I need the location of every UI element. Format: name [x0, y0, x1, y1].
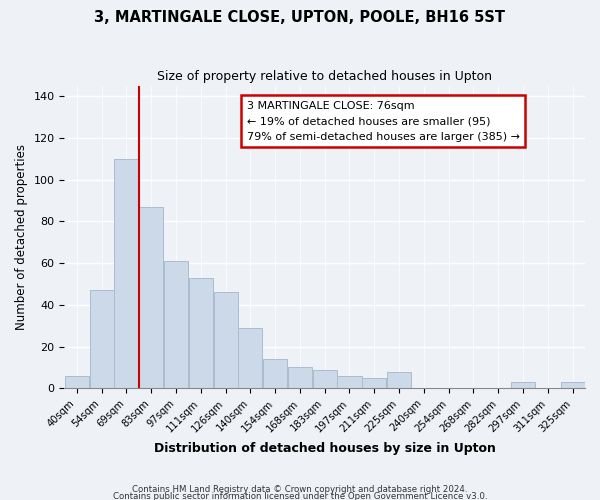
Bar	[387, 372, 411, 388]
Bar	[337, 376, 362, 388]
Bar	[164, 261, 188, 388]
Bar	[189, 278, 213, 388]
Bar	[288, 368, 312, 388]
Bar	[263, 359, 287, 388]
Bar	[560, 382, 584, 388]
Text: 3 MARTINGALE CLOSE: 76sqm
← 19% of detached houses are smaller (95)
79% of semi-: 3 MARTINGALE CLOSE: 76sqm ← 19% of detac…	[247, 100, 520, 142]
Bar	[238, 328, 262, 388]
Text: 3, MARTINGALE CLOSE, UPTON, POOLE, BH16 5ST: 3, MARTINGALE CLOSE, UPTON, POOLE, BH16 …	[95, 10, 505, 25]
Bar	[362, 378, 386, 388]
Bar	[313, 370, 337, 388]
Bar	[65, 376, 89, 388]
Text: Contains HM Land Registry data © Crown copyright and database right 2024.: Contains HM Land Registry data © Crown c…	[132, 486, 468, 494]
Bar	[89, 290, 113, 388]
Text: Contains public sector information licensed under the Open Government Licence v3: Contains public sector information licen…	[113, 492, 487, 500]
Bar	[511, 382, 535, 388]
Title: Size of property relative to detached houses in Upton: Size of property relative to detached ho…	[157, 70, 492, 83]
Bar	[214, 292, 238, 388]
Bar	[115, 158, 139, 388]
Y-axis label: Number of detached properties: Number of detached properties	[15, 144, 28, 330]
X-axis label: Distribution of detached houses by size in Upton: Distribution of detached houses by size …	[154, 442, 496, 455]
Bar	[139, 206, 163, 388]
